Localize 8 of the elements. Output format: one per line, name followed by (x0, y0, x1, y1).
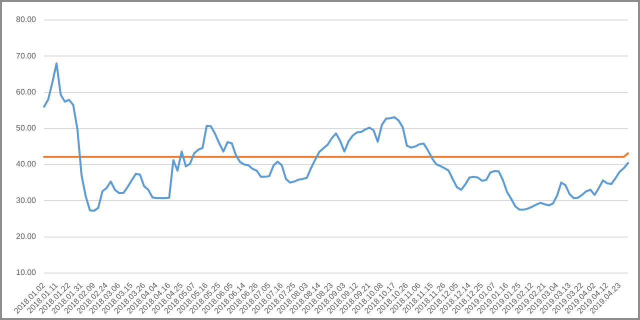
y-tick-label: 30.00 (16, 196, 37, 205)
y-tick-label: 20.00 (16, 232, 37, 241)
y-tick-label: 60.00 (16, 87, 37, 96)
y-tick-label: 80.00 (16, 15, 37, 24)
y-tick-label: 50.00 (16, 124, 37, 133)
y-tick-label: 10.00 (16, 268, 37, 278)
y-tick-label: 40.00 (16, 160, 37, 169)
y-tick-label: 70.00 (16, 51, 37, 60)
